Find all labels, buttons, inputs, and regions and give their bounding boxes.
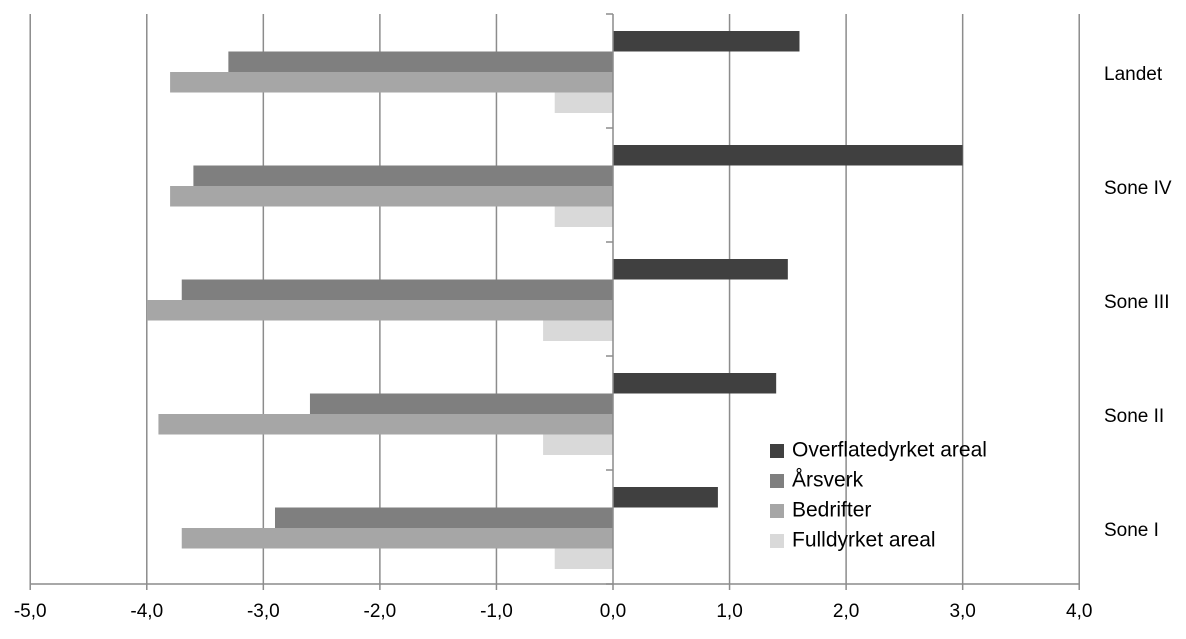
x-tick-label: 1,0 bbox=[716, 601, 742, 622]
bar bbox=[170, 72, 614, 93]
legend-swatch bbox=[770, 504, 784, 518]
bar bbox=[613, 487, 718, 508]
bar bbox=[554, 92, 613, 113]
category-label: Sone I bbox=[1104, 520, 1159, 541]
bars bbox=[146, 31, 963, 569]
legend-swatch bbox=[770, 444, 784, 458]
legend-swatch bbox=[770, 474, 784, 488]
bar bbox=[181, 279, 613, 300]
bar bbox=[158, 414, 613, 435]
x-tick-labels: -5,0 -4,0 -3,0 -2,0 -1,0 0,0 1,0 2,0 3,0 4,0 bbox=[14, 601, 1093, 622]
bar bbox=[146, 300, 613, 321]
x-tick-label: 3,0 bbox=[949, 601, 975, 622]
x-tick-label: -1,0 bbox=[480, 601, 513, 622]
legend-label: Overflatedyrket areal bbox=[792, 439, 987, 462]
legend-label: Årsverk bbox=[792, 469, 864, 492]
category-labels: Sone I Sone II Sone III Sone IV Landet bbox=[1104, 64, 1172, 541]
category-label: Sone IV bbox=[1104, 178, 1172, 199]
legend-swatch bbox=[770, 534, 784, 548]
x-tick-label: -5,0 bbox=[14, 601, 47, 622]
bar bbox=[181, 528, 613, 549]
x-tick-label: 2,0 bbox=[833, 601, 859, 622]
x-tick-label: -2,0 bbox=[364, 601, 397, 622]
x-tick-label: 4,0 bbox=[1066, 601, 1092, 622]
bar bbox=[193, 165, 613, 186]
legend: Overflatedyrket areal Årsverk Bedrifter Ful… bbox=[770, 439, 987, 552]
bar bbox=[543, 434, 613, 455]
bar bbox=[613, 31, 800, 52]
bar bbox=[309, 393, 613, 414]
category-label: Landet bbox=[1104, 64, 1163, 85]
bar bbox=[228, 51, 613, 72]
legend-label: Fulldyrket areal bbox=[792, 529, 936, 552]
category-label: Sone II bbox=[1104, 406, 1164, 427]
bar bbox=[554, 206, 613, 227]
legend-label: Bedrifter bbox=[792, 499, 871, 522]
bar bbox=[554, 548, 613, 569]
bar bbox=[613, 373, 777, 394]
bar bbox=[274, 507, 613, 528]
bar bbox=[613, 259, 788, 280]
bar bbox=[613, 145, 963, 166]
x-tick-label: 0,0 bbox=[600, 601, 626, 622]
bar bbox=[170, 186, 614, 207]
x-tick-label: -3,0 bbox=[247, 601, 280, 622]
axes bbox=[29, 13, 1080, 590]
category-label: Sone III bbox=[1104, 292, 1170, 313]
x-tick-label: -4,0 bbox=[130, 601, 163, 622]
bar bbox=[543, 320, 613, 341]
